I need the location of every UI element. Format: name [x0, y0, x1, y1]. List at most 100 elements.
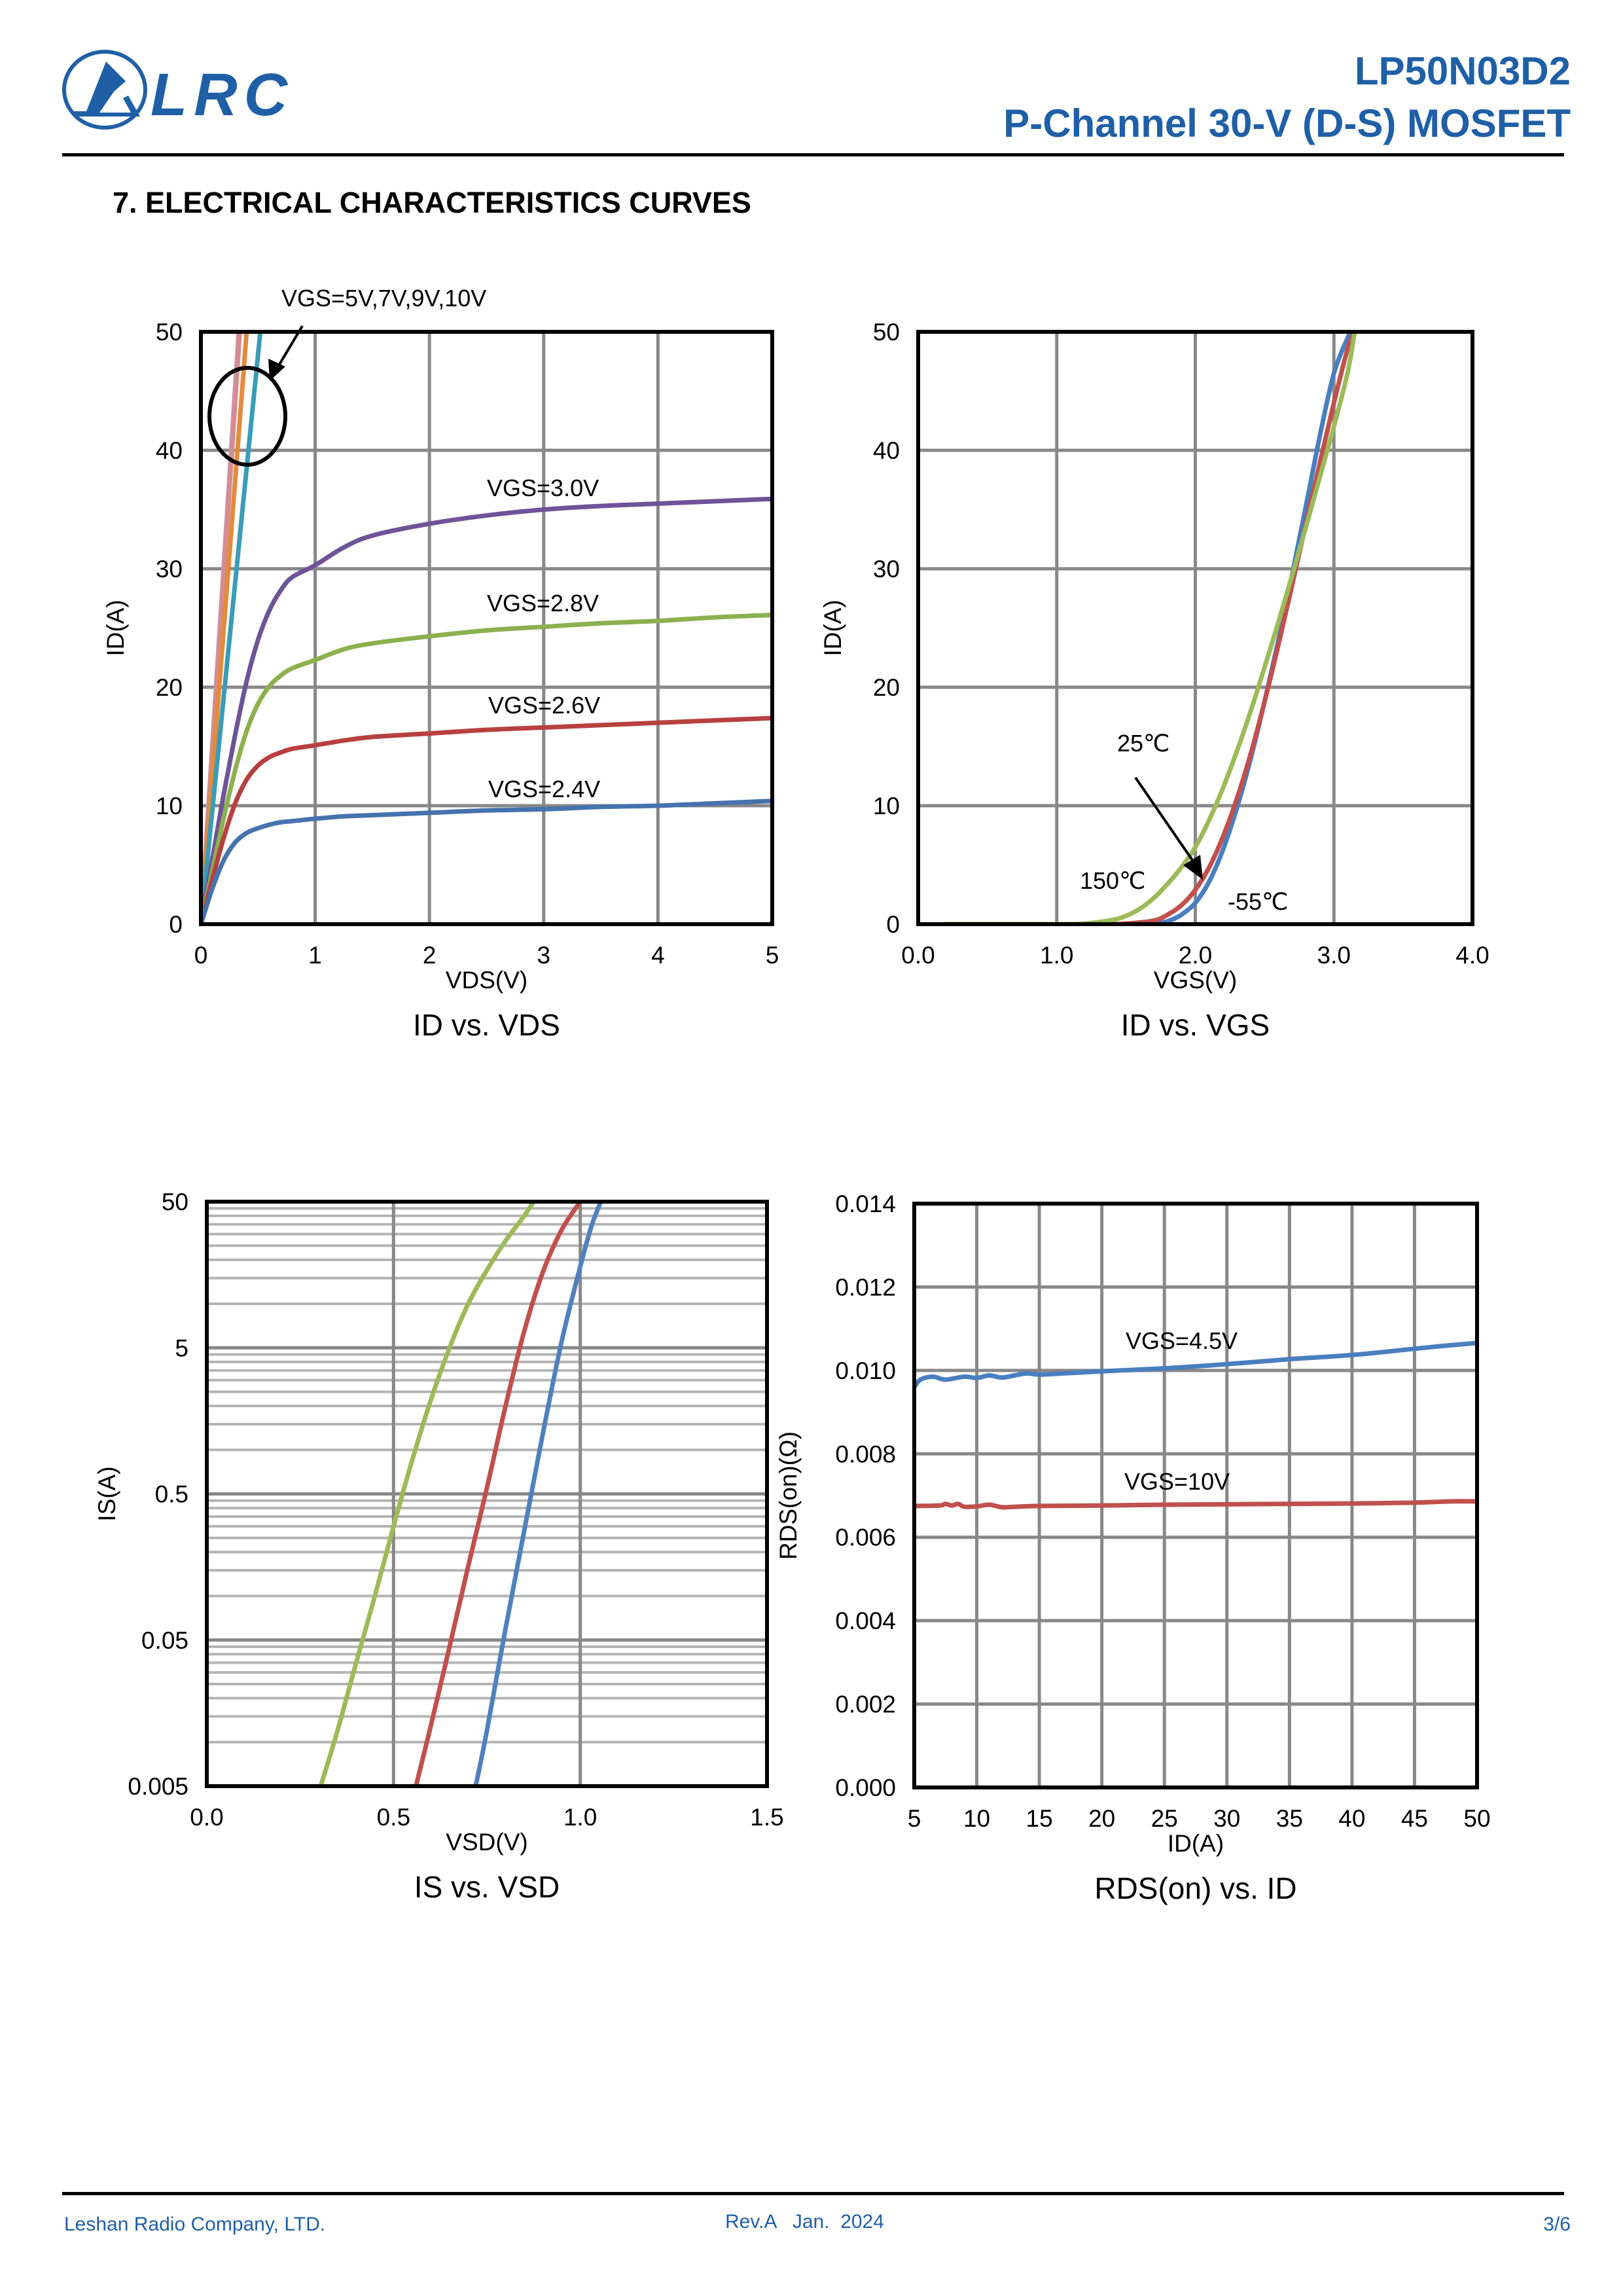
curve-label: VGS=2.8V [487, 590, 599, 617]
x-tick-label: 1 [308, 942, 322, 969]
series-line [414, 1200, 583, 1786]
header-divider [62, 153, 1564, 156]
annotations: VGS=5V,7V,9V,10V VGS=3.0V VGS=2.8V VGS=2.6V… [207, 285, 600, 802]
y-tick-label: 0.004 [835, 1607, 896, 1634]
x-tick-label: 3 [537, 942, 551, 969]
y-tick-label: 40 [156, 437, 183, 464]
y-axis-label: ID(A) [102, 600, 129, 656]
arrow-head-icon [268, 359, 285, 381]
series-line [943, 330, 1357, 924]
series-group [201, 330, 772, 924]
series-line [914, 1340, 1477, 1390]
x-tick-label: 5 [766, 942, 779, 969]
series-line [943, 330, 1355, 924]
x-tick-label: 0 [194, 942, 208, 969]
y-axis-label: ID(A) [819, 600, 846, 656]
x-tick-label: 45 [1401, 1805, 1428, 1832]
x-tick-label: 25 [1151, 1805, 1178, 1832]
chart-id-vs-vgs: 0 10 20 30 40 50 0.0 1.0 2.0 3.0 4.0 VGS(V) ID(A) ID … [819, 319, 1489, 1042]
x-tick-label: 0.0 [190, 1804, 223, 1831]
x-tick-label: 50 [1463, 1805, 1490, 1832]
series-line [201, 496, 772, 924]
y-tick-label: 50 [162, 1189, 188, 1215]
y-tick-label: 0.005 [128, 1773, 188, 1800]
series-group [318, 1200, 603, 1786]
annotations: 25℃ 150℃ -55℃ [1080, 730, 1288, 915]
curve-label: VGS=2.4V [488, 776, 600, 802]
x-tick-label: 3.0 [1317, 942, 1351, 969]
y-axis-label: RDS(on)(Ω) [775, 1431, 802, 1560]
x-tick-label: 15 [1026, 1805, 1053, 1832]
series-line [473, 1200, 603, 1786]
curve-label: 25℃ [1117, 730, 1169, 757]
series-line [201, 330, 263, 924]
curve-label: VGS=3.0V [487, 475, 599, 501]
x-axis-label: VSD(V) [446, 1829, 527, 1856]
x-axis-label: VGS(V) [1154, 967, 1237, 994]
chart-rdson-vs-id: 0.000 0.002 0.004 0.006 0.008 0.010 0.012 0.014… [775, 1191, 1491, 1905]
curve-label: VGS=5V,7V,9V,10V [281, 285, 486, 312]
curve-label: VGS=10V [1124, 1468, 1230, 1495]
x-tick-label: 40 [1338, 1805, 1365, 1832]
logo-sail-icon [72, 62, 140, 117]
series-line [943, 330, 1357, 924]
x-axis-label: ID(A) [1168, 1830, 1224, 1857]
series-line [201, 613, 772, 924]
y-tick-label: 0.012 [835, 1274, 896, 1300]
y-tick-label: 50 [156, 319, 183, 346]
plot-frame [916, 330, 1474, 926]
y-tick-label: 20 [156, 674, 183, 701]
part-number: LP50N03D2 [1354, 49, 1571, 93]
series-line [201, 715, 772, 924]
y-tick-label: 0.5 [155, 1481, 188, 1508]
plot-frame [912, 1202, 1479, 1789]
x-tick-label: 1.0 [563, 1804, 597, 1831]
y-tick-label: 0.05 [141, 1627, 188, 1654]
curve-label: VGS=2.6V [488, 692, 600, 719]
chart-title: ID vs. VDS [413, 1008, 560, 1042]
series-line [201, 798, 772, 924]
annotations: VGS=4.5V VGS=10V [1124, 1327, 1238, 1495]
footer-divider [62, 2192, 1564, 2195]
y-tick-label: 0.006 [835, 1524, 896, 1551]
arrow-shaft [277, 325, 304, 368]
x-tick-label: 0.5 [377, 1804, 410, 1831]
series-line [318, 1200, 536, 1786]
plot-frame [199, 330, 774, 926]
y-tick-label: 0.000 [835, 1774, 896, 1801]
footer-revision: Rev.A Jan. 2024 [725, 2211, 884, 2233]
logo-text: LRC [151, 62, 294, 128]
footer-revision-text: Rev.A Jan. 2024 [725, 2211, 884, 2233]
logo-circle-icon [62, 50, 147, 130]
chart-is-vs-vsd: 0.005 0.05 0.5 5 50 0.0 0.5 1.0 1.5 VSD(V) IS(A) IS… [94, 1189, 784, 1904]
x-tick-label: 0.0 [901, 942, 935, 969]
plot-frame [205, 1200, 769, 1788]
y-tick-label: 10 [873, 793, 900, 819]
part-description: P-Channel 30-V (D-S) MOSFET [1003, 101, 1571, 145]
y-tick-label: 0.014 [835, 1191, 896, 1217]
x-tick-label: 30 [1213, 1805, 1240, 1832]
curve-label: 150℃ [1080, 867, 1146, 894]
y-tick-label: 0 [886, 911, 900, 938]
y-tick-label: 0.002 [835, 1691, 896, 1718]
x-tick-label: 2 [423, 942, 437, 969]
y-tick-label: 20 [873, 674, 900, 701]
curve-label: VGS=4.5V [1126, 1327, 1238, 1354]
y-tick-label: 10 [156, 793, 183, 819]
lrc-logo: LRC [62, 50, 294, 130]
y-tick-label: 0.010 [835, 1357, 896, 1384]
y-tick-label: 30 [156, 556, 183, 583]
footer-page-number: 3/6 [1543, 2214, 1571, 2235]
x-tick-label: 1.5 [750, 1804, 783, 1831]
arrow-head-icon [1183, 855, 1203, 880]
x-tick-label: 4.0 [1455, 942, 1489, 969]
y-tick-label: 5 [175, 1335, 188, 1361]
x-tick-label: 20 [1088, 1805, 1115, 1832]
y-tick-label: 30 [873, 556, 900, 583]
x-tick-label: 4 [651, 942, 665, 969]
y-tick-label: 0.008 [835, 1441, 896, 1467]
chart-id-vs-vds: 0 10 20 30 40 50 0 1 2 3 4 5 VDS(V) ID(A) ID vs. VDS VG… [102, 285, 779, 1042]
series-group [943, 330, 1357, 924]
x-tick-label: 1.0 [1040, 942, 1073, 969]
